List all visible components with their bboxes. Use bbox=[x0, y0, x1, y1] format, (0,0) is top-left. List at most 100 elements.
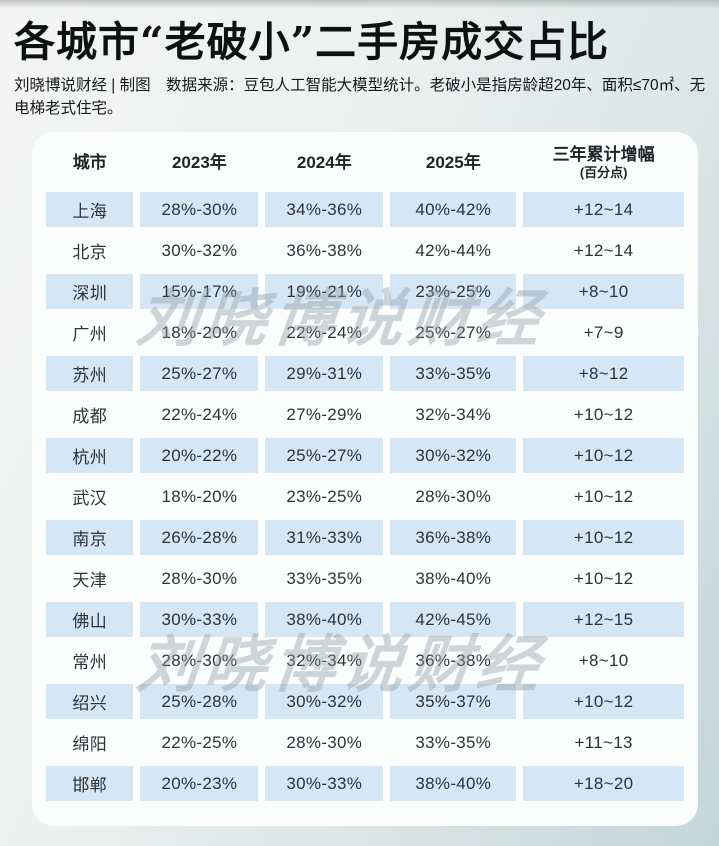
cell-2023: 20%-22% bbox=[140, 438, 259, 473]
cell-2023: 25%-27% bbox=[140, 356, 259, 391]
cell-2025: 35%-37% bbox=[390, 684, 517, 719]
table-row: 天津 28%-30% 33%-35% 38%-40% +10~12 bbox=[46, 561, 684, 596]
table-row: 绍兴 25%-28% 30%-32% 35%-37% +10~12 bbox=[46, 684, 684, 719]
header-gain: 三年累计增幅 (百分点) bbox=[523, 140, 684, 186]
cell-2025: 25%-27% bbox=[415, 322, 492, 342]
cell-city: 绵阳 bbox=[72, 735, 108, 754]
cell-2023: 28%-30% bbox=[140, 192, 259, 227]
cell-2025: 33%-35% bbox=[415, 732, 492, 752]
table-row: 常州 28%-30% 32%-34% 36%-38% +8~10 bbox=[46, 643, 684, 678]
header-city: 城市 bbox=[72, 153, 107, 173]
cell-2025: 38%-40% bbox=[390, 766, 517, 801]
table-row: 苏州 25%-27% 29%-31% 33%-35% +8~12 bbox=[46, 356, 684, 391]
cell-city: 深圳 bbox=[46, 274, 134, 309]
cell-2024: 19%-21% bbox=[265, 274, 384, 309]
cell-2023: 28%-30% bbox=[161, 650, 238, 670]
cell-2025: 42%-44% bbox=[415, 240, 492, 260]
header-row: 城市 2023年 2024年 2025年 三年累计增幅 (百分点) bbox=[46, 140, 684, 186]
cell-2023: 22%-24% bbox=[161, 404, 238, 424]
table-row: 广州 18%-20% 22%-24% 25%-27% +7~9 bbox=[46, 315, 684, 350]
cell-gain: +10~12 bbox=[573, 486, 634, 506]
cell-2023: 18%-20% bbox=[161, 322, 238, 342]
cell-2024: 30%-33% bbox=[265, 766, 384, 801]
table-row: 上海 28%-30% 34%-36% 40%-42% +12~14 bbox=[46, 192, 684, 227]
cell-2024: 27%-29% bbox=[286, 404, 363, 424]
cell-2025: 30%-32% bbox=[390, 438, 517, 473]
cell-2024: 22%-24% bbox=[286, 322, 363, 342]
cell-2024: 36%-38% bbox=[286, 240, 363, 260]
table-panel: 城市 2023年 2024年 2025年 三年累计增幅 (百分点) 上海 28%… bbox=[32, 132, 698, 826]
cell-2025: 38%-40% bbox=[415, 568, 492, 588]
cell-2023: 18%-20% bbox=[161, 486, 238, 506]
header-gain-unit: (百分点) bbox=[579, 164, 628, 180]
cell-city: 杭州 bbox=[46, 438, 134, 473]
table-row: 深圳 15%-17% 19%-21% 23%-25% +8~10 bbox=[46, 274, 684, 309]
cell-2023: 30%-33% bbox=[140, 602, 259, 637]
cell-city: 邯郸 bbox=[46, 766, 134, 801]
cell-city: 绍兴 bbox=[46, 684, 134, 719]
cell-gain: +10~12 bbox=[573, 404, 634, 424]
page-subtitle: 刘晓博说财经 | 制图 数据来源：豆包人工智能大模型统计。老破小是指房龄超20年… bbox=[14, 77, 706, 118]
cell-2023: 22%-25% bbox=[161, 732, 238, 752]
table-row: 邯郸 20%-23% 30%-33% 38%-40% +18~20 bbox=[46, 766, 684, 801]
cell-gain: +8~12 bbox=[523, 356, 684, 391]
cell-gain: +10~12 bbox=[573, 568, 634, 588]
cell-gain: +10~12 bbox=[523, 520, 684, 555]
cell-gain: +10~12 bbox=[523, 438, 684, 473]
cell-2023: 28%-30% bbox=[161, 568, 238, 588]
cell-city: 成都 bbox=[72, 407, 108, 426]
cell-2024: 33%-35% bbox=[286, 568, 363, 588]
cell-gain: +7~9 bbox=[583, 322, 624, 342]
cell-2025: 32%-34% bbox=[415, 404, 492, 424]
cell-gain: +12~14 bbox=[523, 192, 684, 227]
cell-2024: 31%-33% bbox=[265, 520, 384, 555]
table-row: 南京 26%-28% 31%-33% 36%-38% +10~12 bbox=[46, 520, 684, 555]
cell-2023: 15%-17% bbox=[140, 274, 259, 309]
data-table: 城市 2023年 2024年 2025年 三年累计增幅 (百分点) 上海 28%… bbox=[39, 134, 691, 807]
header-2023: 2023年 bbox=[171, 153, 227, 173]
cell-city: 北京 bbox=[72, 243, 108, 262]
cell-2024: 29%-31% bbox=[265, 356, 384, 391]
cell-gain: +11~13 bbox=[574, 732, 633, 752]
cell-2024: 23%-25% bbox=[286, 486, 363, 506]
table-row: 北京 30%-32% 36%-38% 42%-44% +12~14 bbox=[46, 233, 684, 268]
cell-2023: 20%-23% bbox=[140, 766, 259, 801]
cell-gain: +18~20 bbox=[523, 766, 684, 801]
cell-2024: 30%-32% bbox=[265, 684, 384, 719]
cell-gain: +12~15 bbox=[523, 602, 684, 637]
cell-2023: 26%-28% bbox=[140, 520, 259, 555]
table-row: 绵阳 22%-25% 28%-30% 33%-35% +11~13 bbox=[46, 725, 684, 760]
cell-2025: 23%-25% bbox=[390, 274, 517, 309]
cell-gain: +12~14 bbox=[573, 240, 634, 260]
cell-city: 南京 bbox=[46, 520, 134, 555]
cell-2025: 36%-38% bbox=[390, 520, 517, 555]
cell-2024: 25%-27% bbox=[265, 438, 384, 473]
cell-2024: 28%-30% bbox=[286, 732, 363, 752]
cell-city: 苏州 bbox=[46, 356, 134, 391]
cell-city: 佛山 bbox=[46, 602, 134, 637]
cell-gain: +8~10 bbox=[523, 274, 684, 309]
cell-city: 武汉 bbox=[72, 489, 108, 508]
header-gain-main: 三年累计增幅 bbox=[552, 145, 655, 165]
cell-2024: 38%-40% bbox=[265, 602, 384, 637]
header-2024: 2024年 bbox=[296, 153, 352, 173]
cell-city: 广州 bbox=[72, 325, 108, 344]
header-2025: 2025年 bbox=[425, 153, 481, 173]
cell-2025: 40%-42% bbox=[390, 192, 517, 227]
cell-2024: 34%-36% bbox=[265, 192, 384, 227]
cell-2025: 42%-45% bbox=[390, 602, 517, 637]
cell-2023: 25%-28% bbox=[140, 684, 259, 719]
cell-2024: 32%-34% bbox=[286, 650, 363, 670]
table-row: 成都 22%-24% 27%-29% 32%-34% +10~12 bbox=[46, 397, 684, 432]
cell-gain: +8~10 bbox=[578, 650, 629, 670]
cell-city: 常州 bbox=[72, 653, 108, 672]
table-row: 武汉 18%-20% 23%-25% 28%-30% +10~12 bbox=[46, 479, 684, 514]
table-row: 佛山 30%-33% 38%-40% 42%-45% +12~15 bbox=[46, 602, 684, 637]
page-title: 各城市“老破小”二手房成交占比 bbox=[14, 18, 610, 66]
cell-2023: 30%-32% bbox=[161, 240, 238, 260]
cell-gain: +10~12 bbox=[523, 684, 684, 719]
cell-2025: 28%-30% bbox=[415, 486, 492, 506]
cell-city: 上海 bbox=[46, 192, 134, 227]
table-row: 杭州 20%-22% 25%-27% 30%-32% +10~12 bbox=[46, 438, 684, 473]
